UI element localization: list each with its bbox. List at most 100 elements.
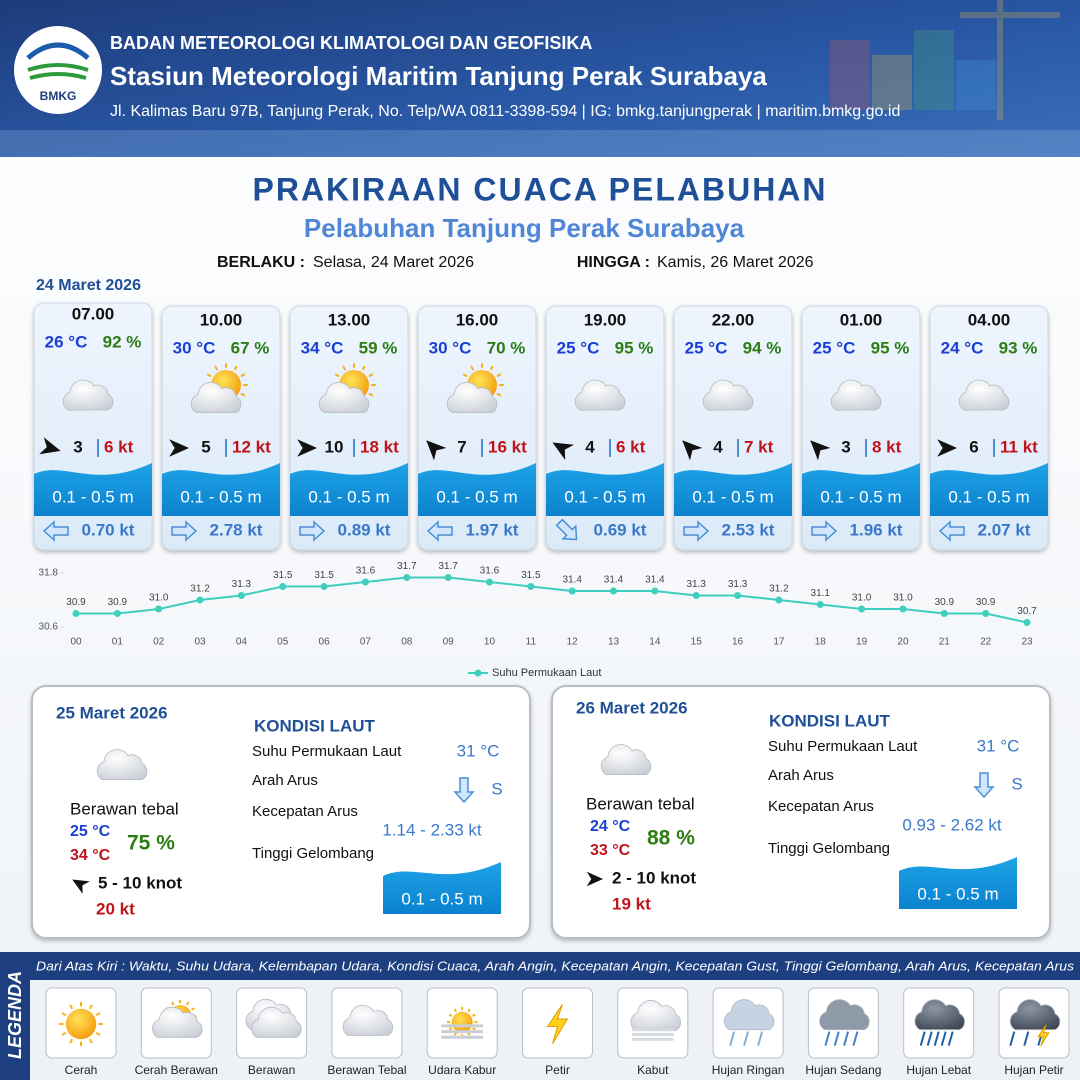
wave [162,463,280,516]
point [982,610,990,617]
point [72,610,80,617]
current-arrow [555,518,578,541]
rain [843,1031,850,1046]
current-direction-arrow [973,772,995,799]
sea-label: Tinggi Gelombang [768,840,890,857]
agency: BADAN METEOROLOGI KLIMATOLOGI DAN GEOFIS… [110,33,592,53]
weather-icon [441,1006,484,1039]
sea-label: Suhu Permukaan Laut [768,738,918,755]
sun-ray [206,373,212,378]
condition: Berawan tebal [586,794,695,813]
sun-ray [61,1012,67,1017]
wind-arrow [682,440,703,461]
wind-speed: 5 [201,437,210,456]
forecast-time: 04.00 [968,310,1011,329]
cloud [819,999,870,1031]
sun-ray [95,1031,101,1036]
cloud [630,1000,681,1031]
legend-side [0,952,30,1080]
weather-icon [96,749,148,780]
x-tick-label: 08 [401,637,413,648]
legend-strip [30,952,1080,980]
forecast-time: 13.00 [328,310,371,329]
rain [1023,1031,1030,1046]
gust: 12 kt [232,437,271,456]
legend-item: Hujan Petir [1004,1063,1063,1077]
station: Stasiun Meteorologi Maritim Tanjung Pera… [110,61,767,91]
x-tick-label: 21 [939,637,951,648]
rain [919,1031,926,1046]
forecast-time: 22.00 [712,310,755,329]
sea-label: Kecepatan Arus [768,798,874,815]
forecast-time: 16.00 [456,310,499,329]
x-tick-label: 20 [897,637,909,648]
sun-ray [95,1012,101,1017]
sun-ray [489,365,494,371]
x-tick-label: 16 [732,637,744,648]
sun-ray [368,373,374,378]
y-tick-label: 30.6 [39,622,59,633]
cloud [702,379,754,411]
value-label: 31.5 [521,570,541,581]
value-label: 31.3 [232,579,252,590]
legend-item: Hujan Lebat [906,1063,971,1077]
validity-label: HINGGA : [577,254,650,271]
wave-height: 0.1 - 0.5 m [401,889,482,908]
point [155,605,163,613]
wave [899,857,1017,909]
sun-ray [170,1001,175,1006]
wind-speed: 4 [585,437,595,456]
humidity: 75 % [127,832,175,855]
rain [729,1031,736,1046]
weather-icon [245,998,302,1038]
current-arrow [811,520,838,542]
cloud [251,1006,302,1038]
current-direction: S [491,779,502,798]
rain [743,1031,750,1046]
humidity: 88 % [647,827,695,850]
weather-icon [342,1004,394,1036]
wind-arrow [169,439,189,457]
sun-ray [496,373,502,378]
y-tick-label: 31.8 [39,568,59,579]
rain [1009,1031,1016,1046]
sun-ray [448,1027,453,1031]
gust: 6 kt [616,437,646,456]
current-arrow [938,520,965,542]
temperature: 25 °C [557,338,600,357]
humidity: 59 % [359,338,398,357]
x-tick-label: 19 [856,637,868,648]
sun-ray [214,365,219,371]
cloud [723,999,775,1031]
x-tick-label: 05 [277,637,289,648]
value-label: 31.3 [686,579,706,590]
humidity: 95 % [871,338,910,357]
wind-speed: 3 [73,437,82,456]
line [76,576,1028,624]
x-tick-label: 15 [691,637,703,648]
rain [852,1031,859,1046]
weather-icon [630,1000,681,1041]
weather-icon [723,999,775,1046]
value-label: 30.9 [935,597,955,608]
humidity: 70 % [487,338,526,357]
x-tick-label: 18 [815,637,827,648]
temp-min: 25 °C [70,823,111,840]
wind-speed: 6 [969,437,978,456]
x-tick-label: 03 [194,637,206,648]
legend-item: Cerah [65,1063,98,1077]
x-tick-label: 02 [153,637,165,648]
x-tick-label: 04 [236,637,248,648]
temp-max: 33 °C [590,842,631,859]
rain [757,1031,764,1046]
value-label: 31.0 [852,593,872,604]
logo-arc [27,63,89,80]
legend-label: Suhu Permukaan Laut [492,667,601,679]
rain [824,1031,831,1046]
legend-dot [474,669,482,677]
point [403,574,411,581]
wave [418,463,536,516]
wind-arrow [552,442,575,461]
value-label: 31.0 [893,593,913,604]
point [279,583,287,590]
